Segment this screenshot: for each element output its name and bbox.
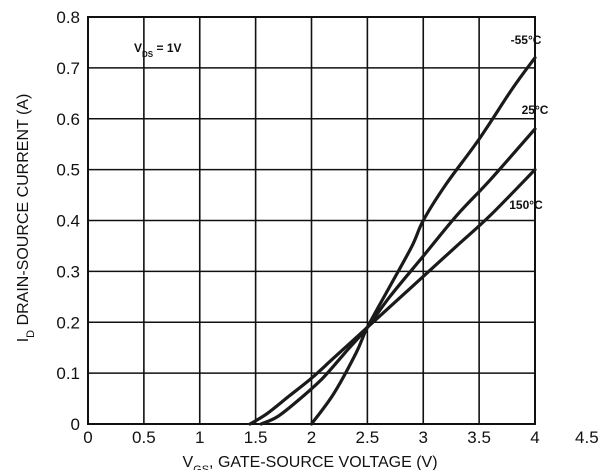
x-tick-label: 2 — [307, 428, 316, 447]
y-tick-label: 0.7 — [56, 59, 80, 78]
x-tick-label: 0.5 — [132, 428, 156, 447]
x-tick-label: 3.5 — [467, 428, 491, 447]
series-labels: -55°C 25°C 150°C — [509, 33, 548, 212]
x-tick-label: 1.5 — [244, 428, 268, 447]
x-tick-label: 0 — [83, 428, 92, 447]
y-tick-label: 0.3 — [56, 262, 80, 281]
curves — [248, 56, 537, 426]
y-tick-label: 0.8 — [56, 8, 80, 27]
x-tick-label: 1 — [195, 428, 204, 447]
series-label-25c: 25°C — [522, 103, 549, 117]
y-tick-label: 0.4 — [56, 212, 80, 231]
y-tick-label: 0 — [71, 415, 80, 434]
y-tick-label: 0.1 — [56, 364, 80, 383]
y-tick-label: 0.2 — [56, 313, 80, 332]
y-tick-label: 0.5 — [56, 161, 80, 180]
x-tick-label: 4.5 — [575, 428, 599, 447]
series-line-55c — [309, 56, 537, 426]
y-axis-label: ID DRAIN-SOURCE CURRENT (A) — [15, 94, 37, 343]
vds-annotation: VDS = 1V — [134, 41, 182, 59]
series-label-150c: 150°C — [509, 198, 543, 212]
y-tick-label: 0.6 — [56, 110, 80, 129]
tick-labels: 0 0.5 1 1.5 2 2.5 3 3.5 4 4.5 0 0.1 0.2 0.3 0.4 0.5 0.6 0… — [56, 8, 598, 447]
x-tick-label: 2.5 — [356, 428, 380, 447]
series-line-25c — [259, 127, 537, 426]
x-tick-label: 4 — [530, 428, 539, 447]
x-axis-label: VGS, GATE-SOURCE VOLTAGE (V) — [182, 454, 437, 470]
x-tick-label: 3 — [419, 428, 428, 447]
series-label-55c: -55°C — [511, 33, 542, 47]
grid — [88, 17, 535, 424]
series-line-150c — [248, 168, 537, 426]
